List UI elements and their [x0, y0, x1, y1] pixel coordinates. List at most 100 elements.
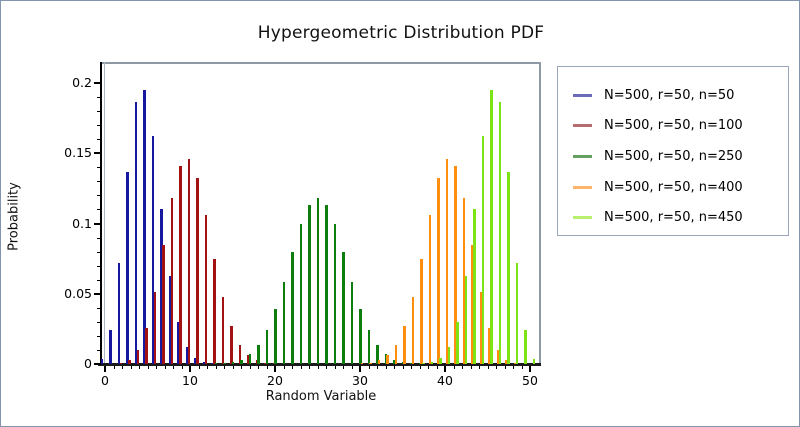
x-minor-tick	[207, 366, 208, 369]
bar	[153, 292, 156, 364]
bar	[231, 362, 235, 364]
bar	[248, 354, 252, 364]
x-minor-tick	[436, 366, 438, 369]
x-minor-tick	[394, 366, 395, 369]
bar	[513, 363, 517, 364]
bar	[394, 344, 398, 364]
bar	[265, 329, 269, 364]
bar	[109, 330, 112, 364]
x-minor-tick	[283, 366, 285, 369]
bar	[464, 276, 468, 364]
x-minor-tick	[113, 366, 115, 369]
bar	[333, 224, 337, 364]
x-minor-tick	[215, 366, 217, 369]
x-minor-tick	[334, 366, 336, 369]
x-minor-tick	[181, 366, 183, 369]
y-minor-tick	[97, 111, 101, 113]
x-minor-tick	[385, 366, 387, 369]
bar	[422, 363, 425, 364]
x-minor-tick	[122, 366, 123, 369]
x-tick-label: 40	[437, 373, 453, 388]
y-minor-tick	[97, 237, 101, 239]
bar	[401, 362, 405, 364]
bar	[411, 297, 415, 364]
bar	[418, 363, 422, 364]
chart-title: Hypergeometric Distribution PDF	[257, 23, 545, 43]
x-minor-tick	[139, 366, 140, 369]
y-minor-tick	[97, 265, 101, 267]
x-minor-tick	[453, 366, 455, 369]
bar	[430, 362, 434, 364]
legend-label: N=500, r=50, n=450	[604, 210, 743, 226]
x-minor-tick	[258, 366, 259, 369]
bar	[393, 359, 396, 364]
bar	[350, 281, 354, 364]
bar	[490, 89, 493, 364]
x-major-tick	[104, 366, 106, 372]
x-minor-tick	[462, 366, 463, 369]
bar	[223, 363, 226, 364]
x-major-tick	[274, 366, 276, 372]
x-minor-tick	[156, 366, 157, 369]
x-minor-tick	[266, 366, 268, 369]
y-minor-tick	[97, 307, 101, 309]
bar	[299, 224, 303, 364]
bar	[473, 209, 476, 364]
bar	[360, 363, 364, 364]
bar	[505, 359, 508, 364]
x-minor-tick	[411, 366, 412, 369]
y-minor-tick	[97, 335, 101, 337]
plot-frame-top	[102, 62, 541, 64]
x-minor-tick	[470, 366, 472, 369]
x-major-tick	[444, 366, 446, 372]
bar	[136, 349, 139, 364]
y-major-tick	[94, 222, 101, 225]
bar	[204, 215, 207, 364]
bar	[498, 101, 502, 364]
x-tick-label: 0	[101, 373, 109, 388]
x-minor-tick	[309, 366, 310, 369]
bar	[160, 209, 163, 364]
plot-frame-left	[104, 62, 105, 364]
legend-row: N=500, r=50, n=50	[558, 80, 788, 111]
bar	[185, 346, 189, 364]
bar	[479, 292, 483, 364]
bar	[428, 215, 432, 364]
bar	[282, 281, 286, 364]
x-minor-tick	[130, 366, 132, 369]
x-tick-label: 30	[352, 373, 368, 388]
legend-row: N=500, r=50, n=100	[558, 111, 788, 142]
x-minor-tick	[164, 366, 166, 369]
y-minor-tick	[97, 279, 101, 281]
x-minor-tick	[300, 366, 302, 369]
legend-line-swatch	[573, 93, 592, 97]
legend-entries: N=500, r=50, n=50 N=500, r=50, n=100 N=500…	[558, 80, 788, 233]
y-tick-label: 0.2	[72, 75, 92, 90]
bar	[377, 360, 381, 364]
y-minor-tick	[97, 251, 101, 253]
bar	[291, 251, 294, 364]
bar	[162, 245, 165, 364]
bar	[316, 197, 320, 364]
x-minor-tick	[326, 366, 327, 369]
bar	[403, 326, 406, 364]
bar	[194, 358, 197, 364]
x-minor-tick	[292, 366, 293, 369]
bar	[272, 363, 275, 364]
bar	[359, 308, 362, 364]
bar	[257, 344, 260, 364]
x-tick-label: 10	[182, 373, 198, 388]
bar	[230, 326, 233, 364]
bar	[117, 263, 121, 364]
bar	[386, 355, 389, 364]
bar	[214, 363, 218, 364]
bar	[325, 204, 328, 364]
bar	[369, 362, 372, 364]
x-minor-tick	[377, 366, 378, 369]
bar	[202, 362, 206, 364]
x-minor-tick	[351, 366, 353, 369]
bar	[100, 358, 104, 364]
y-axis-spine	[100, 62, 102, 365]
bar	[128, 359, 131, 364]
bar	[145, 328, 148, 364]
